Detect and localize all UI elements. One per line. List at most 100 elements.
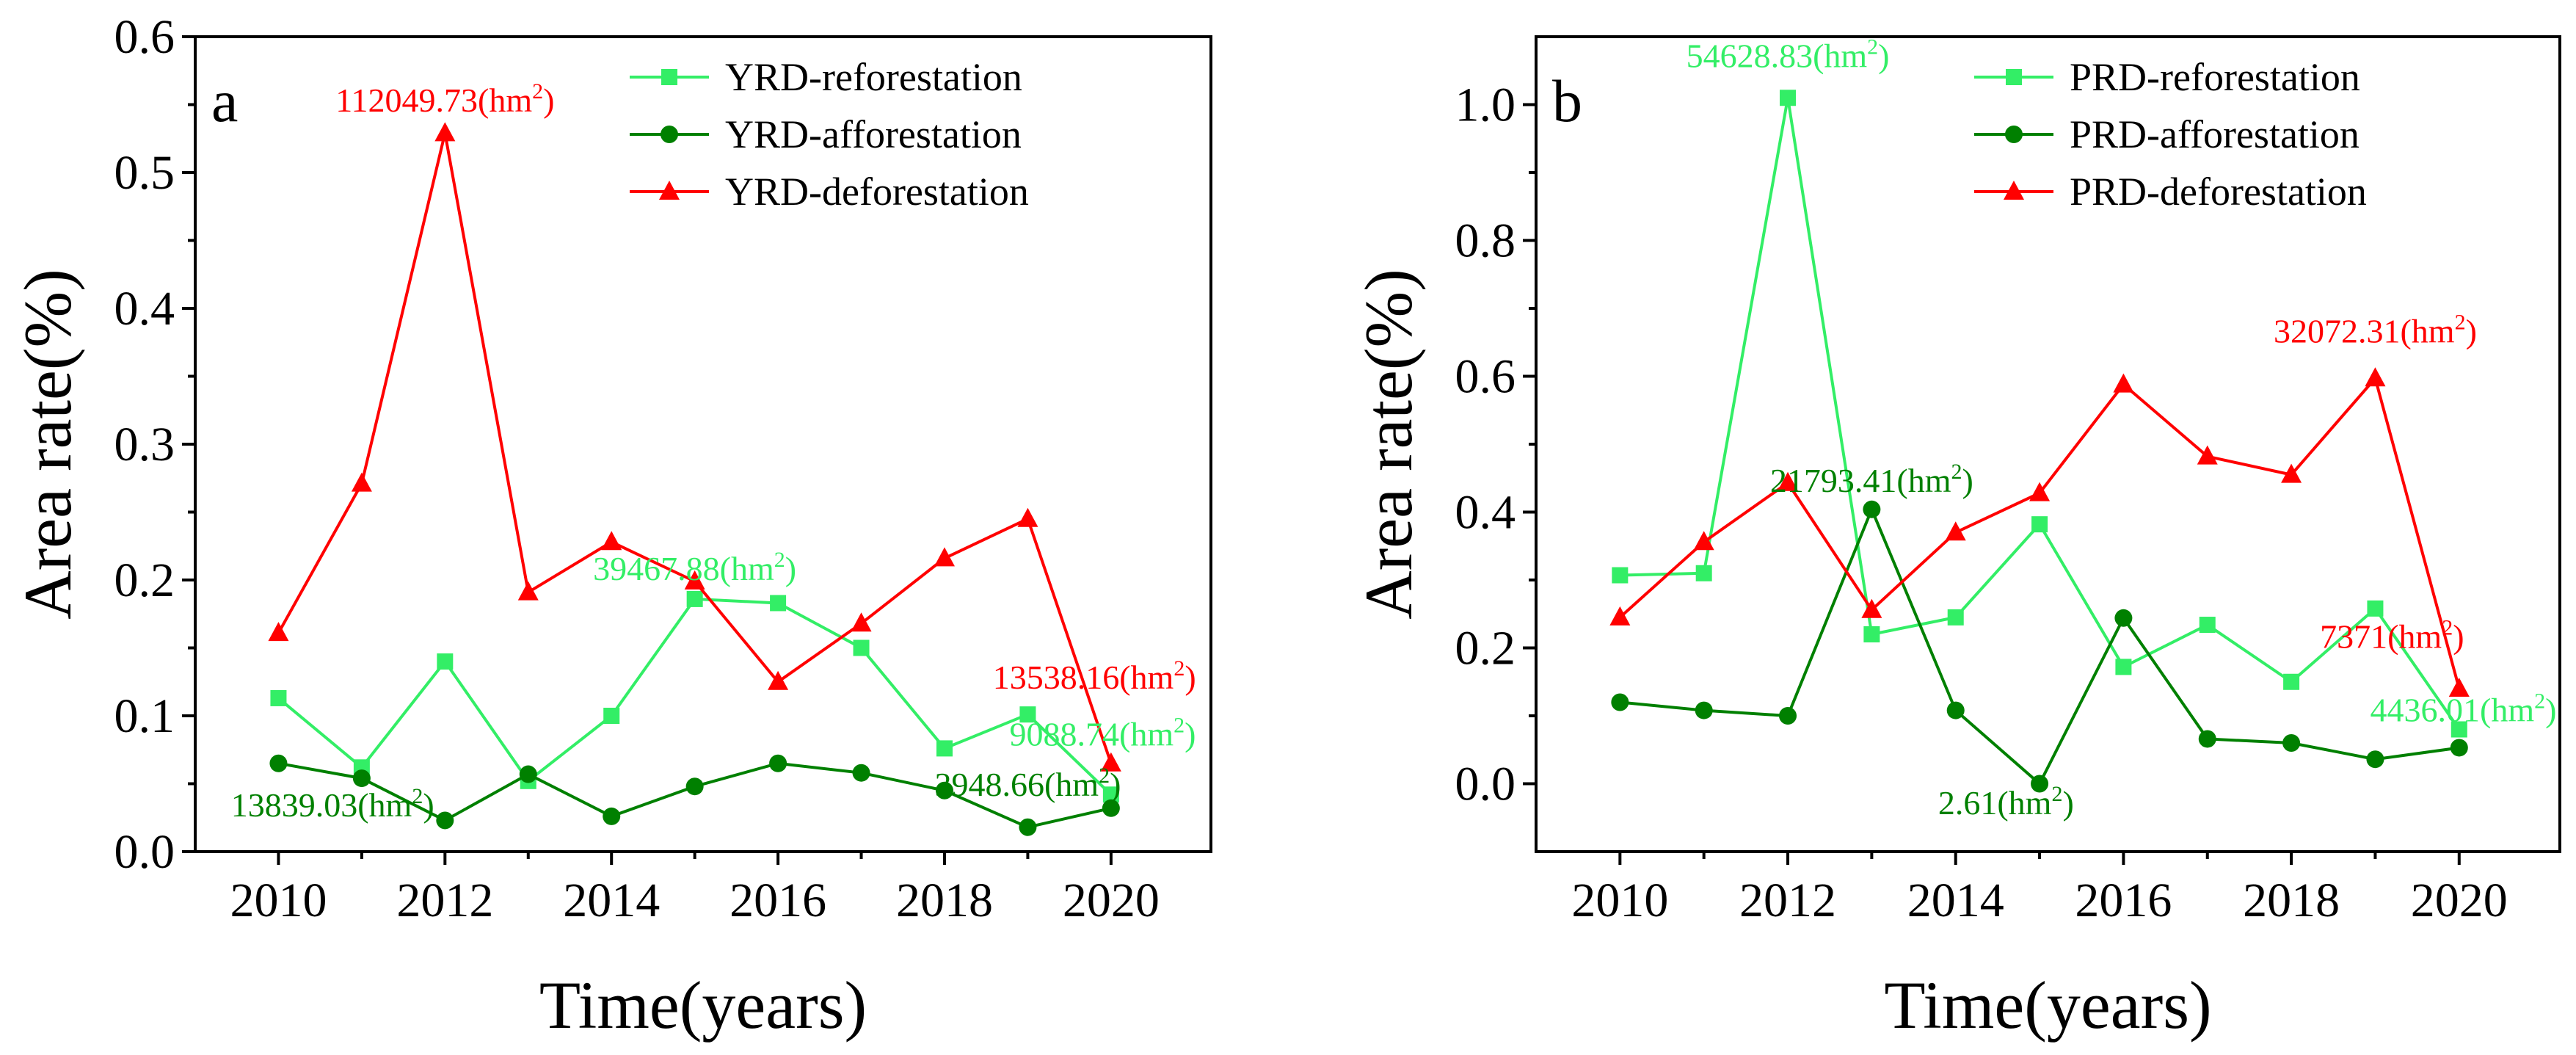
data-point-triangle bbox=[268, 622, 289, 642]
annotation-unit: (hm bbox=[1119, 659, 1174, 696]
legend-label: PRD-deforestation bbox=[2070, 170, 2367, 214]
value-annotation: 3948.66(hm2) bbox=[934, 764, 1121, 803]
data-point-circle bbox=[1946, 701, 1965, 719]
data-point-triangle bbox=[2281, 463, 2302, 483]
data-point-square bbox=[2031, 516, 2048, 533]
data-point-triangle bbox=[601, 531, 622, 551]
series-yrd-afforestation bbox=[269, 754, 1120, 836]
annotation-value: 7371 bbox=[2320, 618, 2387, 656]
data-point-triangle bbox=[2004, 181, 2024, 200]
data-point-circle bbox=[2198, 730, 2216, 748]
data-point-circle bbox=[1611, 693, 1629, 711]
annotation-close: ) bbox=[1962, 462, 1973, 499]
annotation-superscript: 2 bbox=[2534, 689, 2545, 713]
x-tick-label: 2018 bbox=[2243, 874, 2340, 927]
data-point-triangle bbox=[351, 472, 372, 492]
data-point-triangle bbox=[2113, 373, 2134, 393]
series-prd-reforestation bbox=[1612, 90, 2467, 738]
x-tick-label: 2012 bbox=[1739, 874, 1836, 927]
y-tick-label: 0.0 bbox=[114, 825, 175, 879]
y-tick-label: 0.5 bbox=[114, 146, 175, 200]
data-point-square bbox=[770, 595, 787, 612]
data-point-triangle bbox=[1609, 606, 1631, 626]
annotation-value: 112049.73 bbox=[335, 81, 478, 119]
panel-label: a bbox=[211, 68, 238, 134]
annotation-superscript: 2 bbox=[2051, 782, 2062, 806]
annotation-value: 13839.03 bbox=[231, 786, 358, 824]
annotation-value: 4436.01 bbox=[2371, 691, 2481, 728]
data-point-triangle bbox=[934, 547, 955, 567]
value-annotation: 54628.83(hm2) bbox=[1687, 35, 1890, 75]
data-point-triangle bbox=[1100, 752, 1121, 772]
legend-label: YRD-reforestation bbox=[725, 55, 1022, 99]
data-point-square bbox=[2199, 617, 2216, 634]
data-point-triangle bbox=[684, 570, 705, 590]
annotation-close: ) bbox=[543, 81, 554, 119]
y-tick-label: 0.2 bbox=[1455, 622, 1516, 675]
annotation-unit: (hm bbox=[357, 786, 412, 824]
value-annotation: 39467.88(hm2) bbox=[593, 548, 796, 587]
x-tick-label: 2012 bbox=[396, 874, 493, 927]
data-point-circle bbox=[769, 754, 787, 772]
data-point-circle bbox=[2005, 126, 2023, 143]
data-point-circle bbox=[1102, 799, 1120, 817]
data-point-circle bbox=[2366, 750, 2384, 769]
value-annotation: 4436.01(hm2) bbox=[2371, 689, 2557, 728]
data-point-square bbox=[1695, 565, 1712, 581]
annotation-superscript: 2 bbox=[412, 784, 423, 808]
data-point-square bbox=[1947, 609, 1964, 626]
data-point-circle bbox=[2282, 734, 2301, 752]
annotation-unit: (hm bbox=[2480, 691, 2534, 728]
data-point-square bbox=[686, 590, 703, 607]
y-tick-label: 0.6 bbox=[114, 10, 175, 64]
data-point-triangle bbox=[2197, 445, 2218, 465]
data-point-square bbox=[2451, 721, 2467, 738]
data-point-square bbox=[936, 740, 953, 757]
series-prd-deforestation bbox=[1609, 367, 2470, 697]
annotation-unit: (hm bbox=[1813, 37, 1867, 75]
annotation-close: ) bbox=[785, 550, 796, 587]
data-point-circle bbox=[352, 769, 371, 788]
value-annotation: 2.61(hm2) bbox=[1938, 782, 2074, 822]
annotation-superscript: 2 bbox=[2442, 616, 2453, 640]
annotation-unit: (hm bbox=[720, 550, 774, 587]
annotation-unit: (hm bbox=[1896, 462, 1951, 499]
data-point-triangle bbox=[1693, 531, 1714, 551]
annotation-close: ) bbox=[2453, 618, 2464, 656]
y-tick-label: 0.4 bbox=[1455, 486, 1516, 540]
data-point-circle bbox=[519, 765, 537, 783]
annotation-superscript: 2 bbox=[1867, 35, 1878, 59]
annotation-unit: (hm bbox=[478, 81, 532, 119]
data-point-circle bbox=[2114, 609, 2133, 627]
x-tick-label: 2014 bbox=[1907, 874, 2004, 927]
annotation-superscript: 2 bbox=[1174, 714, 1185, 738]
data-point-square bbox=[270, 689, 287, 706]
data-point-square bbox=[1102, 786, 1119, 803]
data-point-circle bbox=[436, 811, 454, 830]
annotation-superscript: 2 bbox=[2455, 310, 2466, 334]
annotation-close: ) bbox=[1185, 659, 1196, 696]
data-point-circle bbox=[1695, 701, 1713, 719]
data-point-triangle bbox=[1017, 507, 1038, 527]
annotation-close: ) bbox=[1878, 37, 1889, 75]
x-tick-label: 2010 bbox=[1571, 874, 1668, 927]
y-tick-label: 0.1 bbox=[114, 689, 175, 743]
annotation-unit: (hm bbox=[2400, 312, 2454, 349]
y-axis-title: Area rate(%) bbox=[10, 269, 85, 620]
value-annotation: 13538.16(hm2) bbox=[993, 656, 1196, 696]
annotation-close: ) bbox=[2545, 691, 2556, 728]
annotation-value: 3948.66 bbox=[934, 766, 1044, 803]
plot-frame bbox=[1535, 35, 2561, 853]
value-annotation: 21793.41(hm2) bbox=[1770, 460, 1973, 499]
annotation-close: ) bbox=[1110, 766, 1121, 803]
legend-label: PRD-reforestation bbox=[2070, 55, 2360, 99]
data-point-square bbox=[1612, 567, 1629, 584]
data-point-circle bbox=[269, 754, 288, 772]
annotation-close: ) bbox=[423, 786, 434, 824]
annotation-value: 39467.88 bbox=[593, 550, 720, 587]
annotation-unit: (hm bbox=[1044, 766, 1099, 803]
series-yrd-reforestation bbox=[270, 590, 1119, 803]
data-point-square bbox=[1019, 706, 1036, 723]
y-tick-label: 0.4 bbox=[114, 282, 175, 336]
